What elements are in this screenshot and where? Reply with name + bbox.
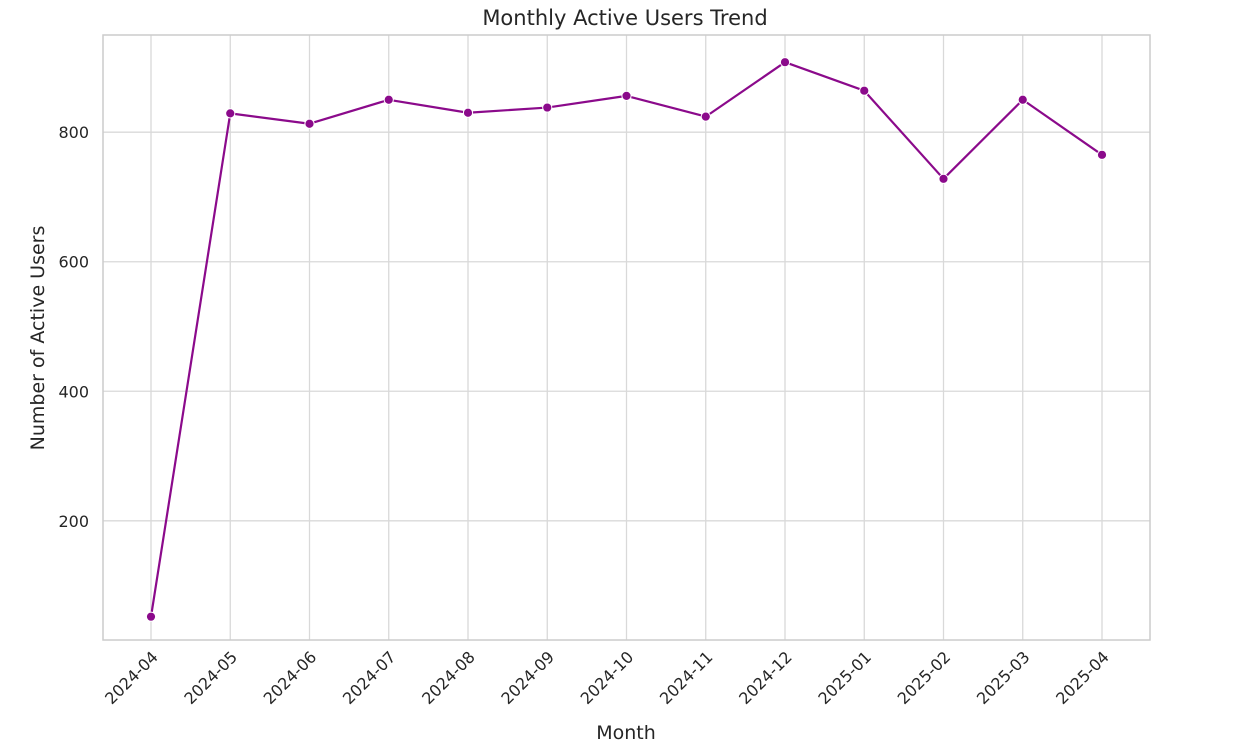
data-point: [779, 57, 791, 68]
data-point: [1096, 149, 1108, 160]
data-point: [1017, 94, 1028, 105]
grid-lines: [103, 35, 1150, 640]
x-tick-label: 2025-04: [1052, 647, 1113, 708]
plot-frame: [102, 34, 1151, 641]
x-tick-label: 2024-12: [735, 647, 796, 708]
x-tick-label: 2024-04: [101, 647, 162, 708]
x-tick-label: 2025-01: [814, 647, 875, 708]
x-tick-label: 2024-10: [577, 647, 638, 708]
x-tick-label: 2024-09: [497, 647, 558, 708]
x-axis-ticks: 2024-04 2024-05 2024-06 2024-07 2024-08 2024-…: [101, 647, 1113, 708]
y-tick-label: 200: [58, 512, 89, 531]
y-axis-title: Number of Active Users: [27, 226, 49, 451]
data-point: [938, 173, 949, 184]
x-tick-label: 2024-11: [656, 647, 717, 708]
y-tick-label: 800: [58, 123, 89, 142]
x-tick-label: 2024-05: [180, 647, 241, 708]
data-point: [304, 118, 315, 129]
data-point: [225, 108, 236, 119]
chart-title: Monthly Active Users Trend: [482, 6, 767, 30]
x-tick-label: 2025-02: [894, 647, 955, 708]
data-point: [383, 94, 394, 105]
data-point: [462, 107, 474, 118]
x-tick-label: 2024-08: [418, 647, 479, 708]
y-tick-label: 400: [58, 382, 89, 401]
x-tick-label: 2024-07: [339, 647, 400, 708]
data-point: [145, 611, 157, 622]
x-tick-label: 2024-06: [260, 647, 321, 708]
x-tick-label: 2025-03: [973, 647, 1034, 708]
data-point: [621, 90, 632, 101]
x-axis-title: Month: [596, 722, 656, 744]
series-layer: [145, 57, 1108, 622]
data-point: [859, 85, 870, 96]
data-point: [700, 111, 711, 122]
y-tick-label: 600: [58, 253, 89, 272]
data-point: [542, 102, 553, 113]
y-axis-ticks: 200 400 600 800: [58, 123, 89, 531]
